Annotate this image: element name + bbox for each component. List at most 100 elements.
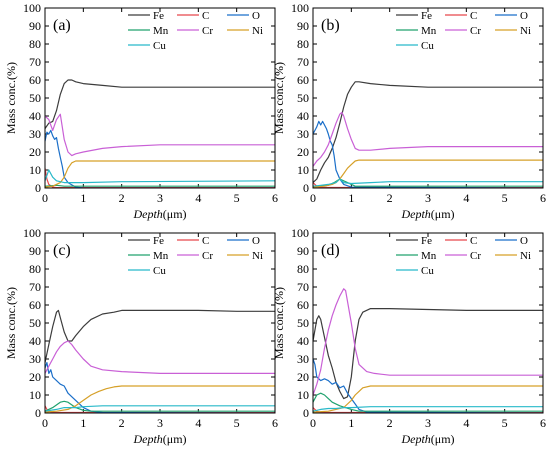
- y-tick-label: 80: [297, 262, 309, 276]
- series-line-fe: [45, 309, 275, 363]
- x-tick-label: 6: [540, 191, 546, 205]
- panel-label: (b): [321, 17, 340, 34]
- x-tick-label: 0: [310, 191, 316, 205]
- legend-label-fe: Fe: [421, 10, 432, 22]
- legend-label-c: C: [202, 235, 209, 247]
- y-tick-label: 0: [35, 181, 41, 195]
- y-tick-label: 60: [297, 298, 309, 312]
- x-tick-label: 4: [195, 416, 201, 430]
- x-tick-label: 3: [157, 191, 163, 205]
- x-tick-label: 5: [502, 416, 508, 430]
- x-axis-label-name: Depth: [400, 432, 430, 446]
- series-line-fe: [313, 308, 543, 400]
- legend-label-cu: Cu: [421, 265, 434, 277]
- legend-label-o: O: [520, 235, 528, 247]
- y-tick-label: 0: [303, 181, 309, 195]
- legend-label-o: O: [520, 10, 528, 22]
- legend-label-ni: Ni: [520, 25, 531, 37]
- y-tick-label: 20: [29, 145, 41, 159]
- y-tick-label: 40: [297, 109, 309, 123]
- x-tick-label: 1: [80, 191, 86, 205]
- y-axis-label: Mass conc.(%): [272, 62, 286, 134]
- legend-label-fe: Fe: [153, 10, 164, 22]
- x-axis-label-unit: (μm): [163, 432, 187, 446]
- x-tick-label: 2: [387, 191, 393, 205]
- series-line-mn: [45, 400, 275, 412]
- y-tick-label: 30: [29, 352, 41, 366]
- series-line-cu: [45, 405, 275, 412]
- legend-label-fe: Fe: [421, 235, 432, 247]
- y-tick-label: 10: [29, 163, 41, 177]
- x-tick-label: 2: [119, 416, 125, 430]
- x-tick-label: 4: [463, 191, 469, 205]
- y-tick-label: 30: [297, 352, 309, 366]
- y-tick-label: 50: [297, 316, 309, 330]
- x-axis-label: Depth(μm): [400, 207, 454, 221]
- series-line-cu: [313, 406, 543, 412]
- x-tick-label: 2: [387, 416, 393, 430]
- x-tick-label: 6: [540, 416, 546, 430]
- x-axis-label: Depth(μm): [132, 207, 186, 221]
- x-tick-label: 4: [195, 191, 201, 205]
- y-axis-label: Mass conc.(%): [4, 62, 18, 134]
- y-tick-label: 90: [29, 19, 41, 33]
- legend-label-ni: Ni: [520, 250, 531, 262]
- x-axis-label-name: Depth: [132, 207, 162, 221]
- series-line-o: [313, 120, 543, 188]
- series-line-cr: [313, 111, 543, 167]
- y-tick-label: 0: [303, 406, 309, 420]
- legend-label-cu: Cu: [421, 40, 434, 52]
- series-line-ni: [45, 385, 275, 413]
- legend-label-ni: Ni: [252, 250, 263, 262]
- y-tick-label: 30: [29, 127, 41, 141]
- x-tick-label: 5: [234, 416, 240, 430]
- y-tick-label: 70: [29, 55, 41, 69]
- series-line-mn: [313, 392, 543, 412]
- y-tick-label: 70: [297, 280, 309, 294]
- series-group: [45, 79, 275, 188]
- y-tick-label: 40: [29, 109, 41, 123]
- y-tick-label: 80: [297, 37, 309, 51]
- x-axis-label: Depth(μm): [400, 432, 454, 446]
- y-tick-label: 90: [29, 244, 41, 258]
- y-tick-label: 20: [29, 370, 41, 384]
- legend-label-o: O: [252, 10, 260, 22]
- y-tick-label: 10: [29, 388, 41, 402]
- x-tick-label: 0: [42, 416, 48, 430]
- legend-label-cr: Cr: [202, 25, 213, 37]
- series-line-fe: [45, 79, 275, 129]
- series-line-cr: [45, 340, 275, 374]
- y-tick-label: 50: [29, 316, 41, 330]
- x-axis-label-unit: (μm): [431, 207, 455, 221]
- y-tick-label: 100: [291, 1, 309, 15]
- x-tick-label: 5: [502, 191, 508, 205]
- series-line-ni: [45, 160, 275, 188]
- series-group: [45, 309, 275, 413]
- series-line-cu: [313, 178, 543, 187]
- y-tick-label: 0: [35, 406, 41, 420]
- x-tick-label: 3: [157, 416, 163, 430]
- legend-label-cr: Cr: [470, 250, 481, 262]
- series-line-cr: [45, 113, 275, 157]
- legend-label-cr: Cr: [470, 25, 481, 37]
- legend-label-mn: Mn: [421, 25, 437, 37]
- legend-label-c: C: [470, 235, 477, 247]
- y-tick-label: 80: [29, 262, 41, 276]
- y-tick-label: 60: [29, 298, 41, 312]
- y-tick-label: 90: [297, 244, 309, 258]
- legend-label-o: O: [252, 235, 260, 247]
- series-group: [313, 81, 543, 188]
- y-tick-label: 50: [297, 91, 309, 105]
- legend-label-ni: Ni: [252, 25, 263, 37]
- legend-label-cu: Cu: [153, 265, 166, 277]
- x-tick-label: 4: [463, 416, 469, 430]
- y-tick-label: 60: [297, 73, 309, 87]
- x-tick-label: 2: [119, 191, 125, 205]
- series-group: [313, 288, 543, 413]
- legend-label-mn: Mn: [421, 250, 437, 262]
- plot-frame: [312, 7, 544, 189]
- x-tick-label: 5: [234, 191, 240, 205]
- x-tick-label: 0: [42, 191, 48, 205]
